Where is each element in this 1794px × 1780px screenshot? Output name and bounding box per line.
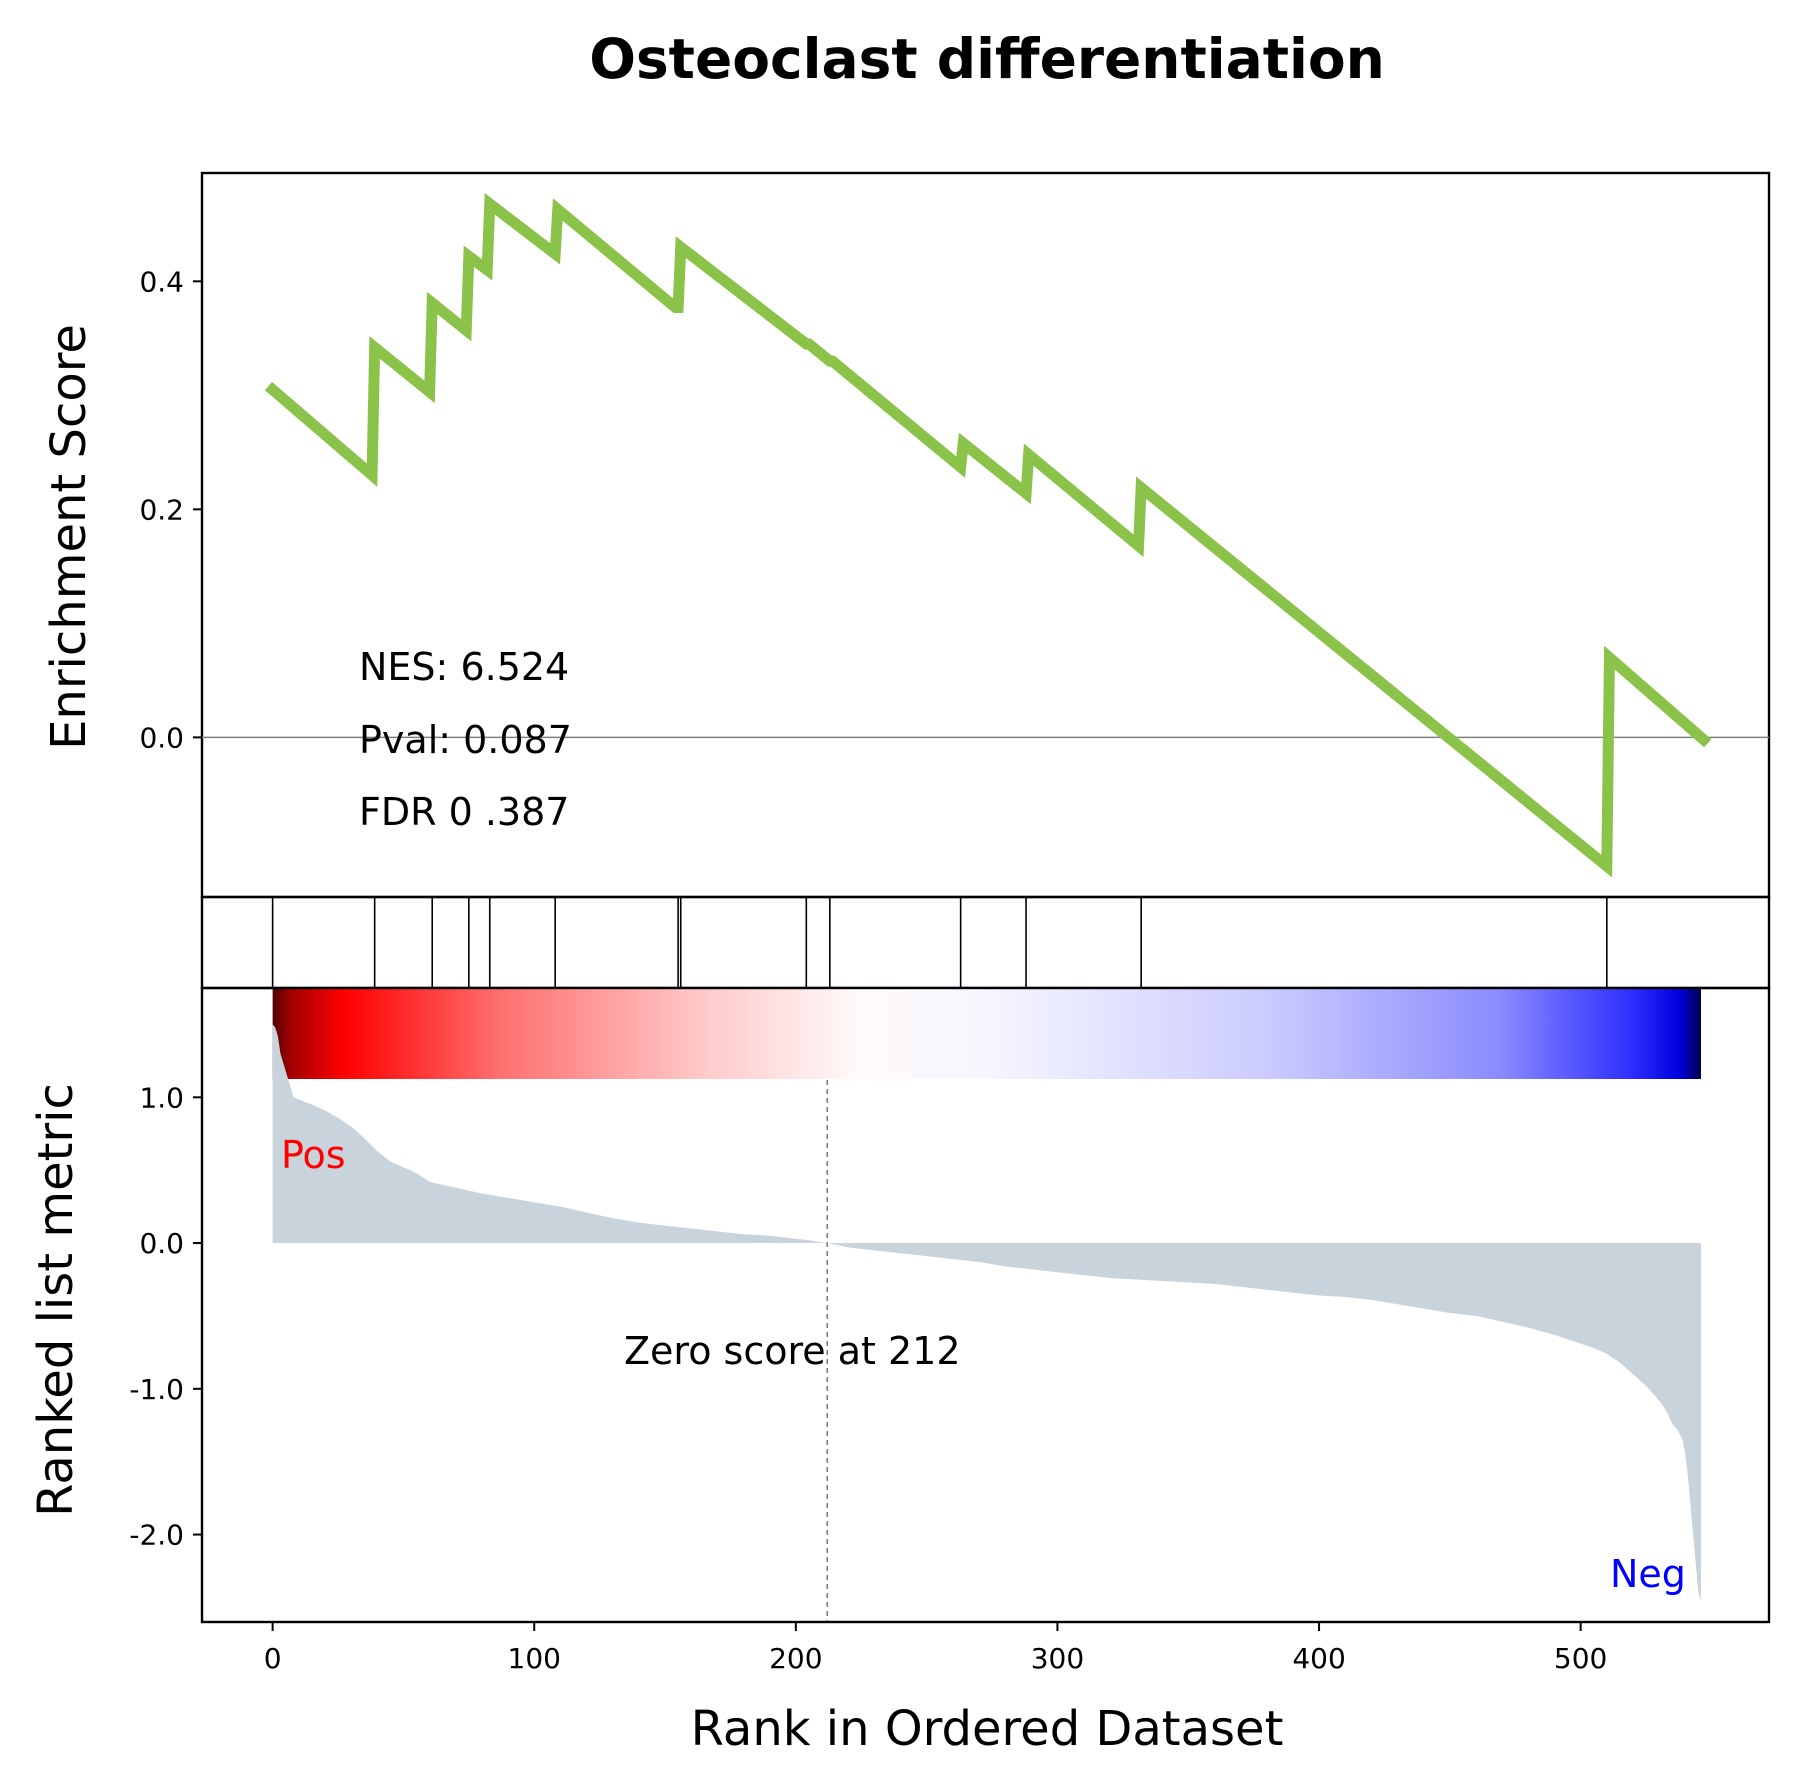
ranked-metric-panel: Zero score at 212 Pos Neg 1.0 0.0 -1.0 -2.0… bbox=[28, 986, 1771, 1757]
pval-annotation: Pval: 0.087 bbox=[359, 718, 572, 762]
rank-x-axis-label: Rank in Ordered Dataset bbox=[691, 1701, 1284, 1757]
hits-panel bbox=[200, 895, 1771, 990]
enrichment-y-tick-label: 0.0 bbox=[139, 721, 184, 754]
rank-x-tick-label: 400 bbox=[1292, 1642, 1345, 1675]
ranked-metric-y-axis: 1.0 0.0 -1.0 -2.0 bbox=[129, 1081, 202, 1552]
neg-label: Neg bbox=[1610, 1552, 1686, 1596]
enrichment-panel-frame bbox=[200, 171, 1771, 899]
ranked-metric-y-tick-label: 1.0 bbox=[139, 1081, 184, 1114]
hits-panel-frame bbox=[200, 895, 1771, 990]
ranked-metric-y-tick-label: -1.0 bbox=[129, 1373, 184, 1406]
rank-x-tick-label: 300 bbox=[1031, 1642, 1084, 1675]
enrichment-y-axis: 0.0 0.2 0.4 bbox=[139, 265, 202, 754]
ranked-metric-y-tick-label: -2.0 bbox=[129, 1519, 184, 1552]
rank-colorbar bbox=[272, 988, 1701, 1079]
nes-annotation: NES: 6.524 bbox=[359, 645, 569, 689]
enrichment-panel: 0.0 0.2 0.4 NES: 6.524 Pval: 0.087 FDR 0 .… bbox=[41, 171, 1771, 899]
fdr-annotation: FDR 0 .387 bbox=[359, 790, 569, 834]
ranked-metric-y-tick-label: 0.0 bbox=[139, 1227, 184, 1260]
hit-lines bbox=[271, 897, 1608, 988]
rank-x-tick-label: 100 bbox=[508, 1642, 561, 1675]
chart-title: Osteoclast differentiation bbox=[589, 27, 1385, 91]
ranked-metric-area bbox=[272, 1024, 1701, 1601]
pos-label: Pos bbox=[281, 1133, 346, 1177]
ranked-metric-frame bbox=[200, 986, 1771, 1624]
ranked-metric-y-axis-label: Ranked list metric bbox=[28, 1083, 84, 1517]
enrichment-score-line bbox=[264, 192, 1712, 878]
zero-score-label: Zero score at 212 bbox=[624, 1329, 961, 1373]
enrichment-y-tick-label: 0.4 bbox=[139, 265, 184, 298]
rank-x-tick-label: 0 bbox=[264, 1642, 282, 1675]
enrichment-y-tick-label: 0.2 bbox=[139, 493, 184, 526]
rank-x-axis: 0 100 200 300 400 500 bbox=[264, 1622, 1607, 1675]
rank-x-tick-label: 200 bbox=[769, 1642, 822, 1675]
rank-x-tick-label: 500 bbox=[1554, 1642, 1607, 1675]
enrichment-y-axis-label: Enrichment Score bbox=[41, 324, 97, 750]
